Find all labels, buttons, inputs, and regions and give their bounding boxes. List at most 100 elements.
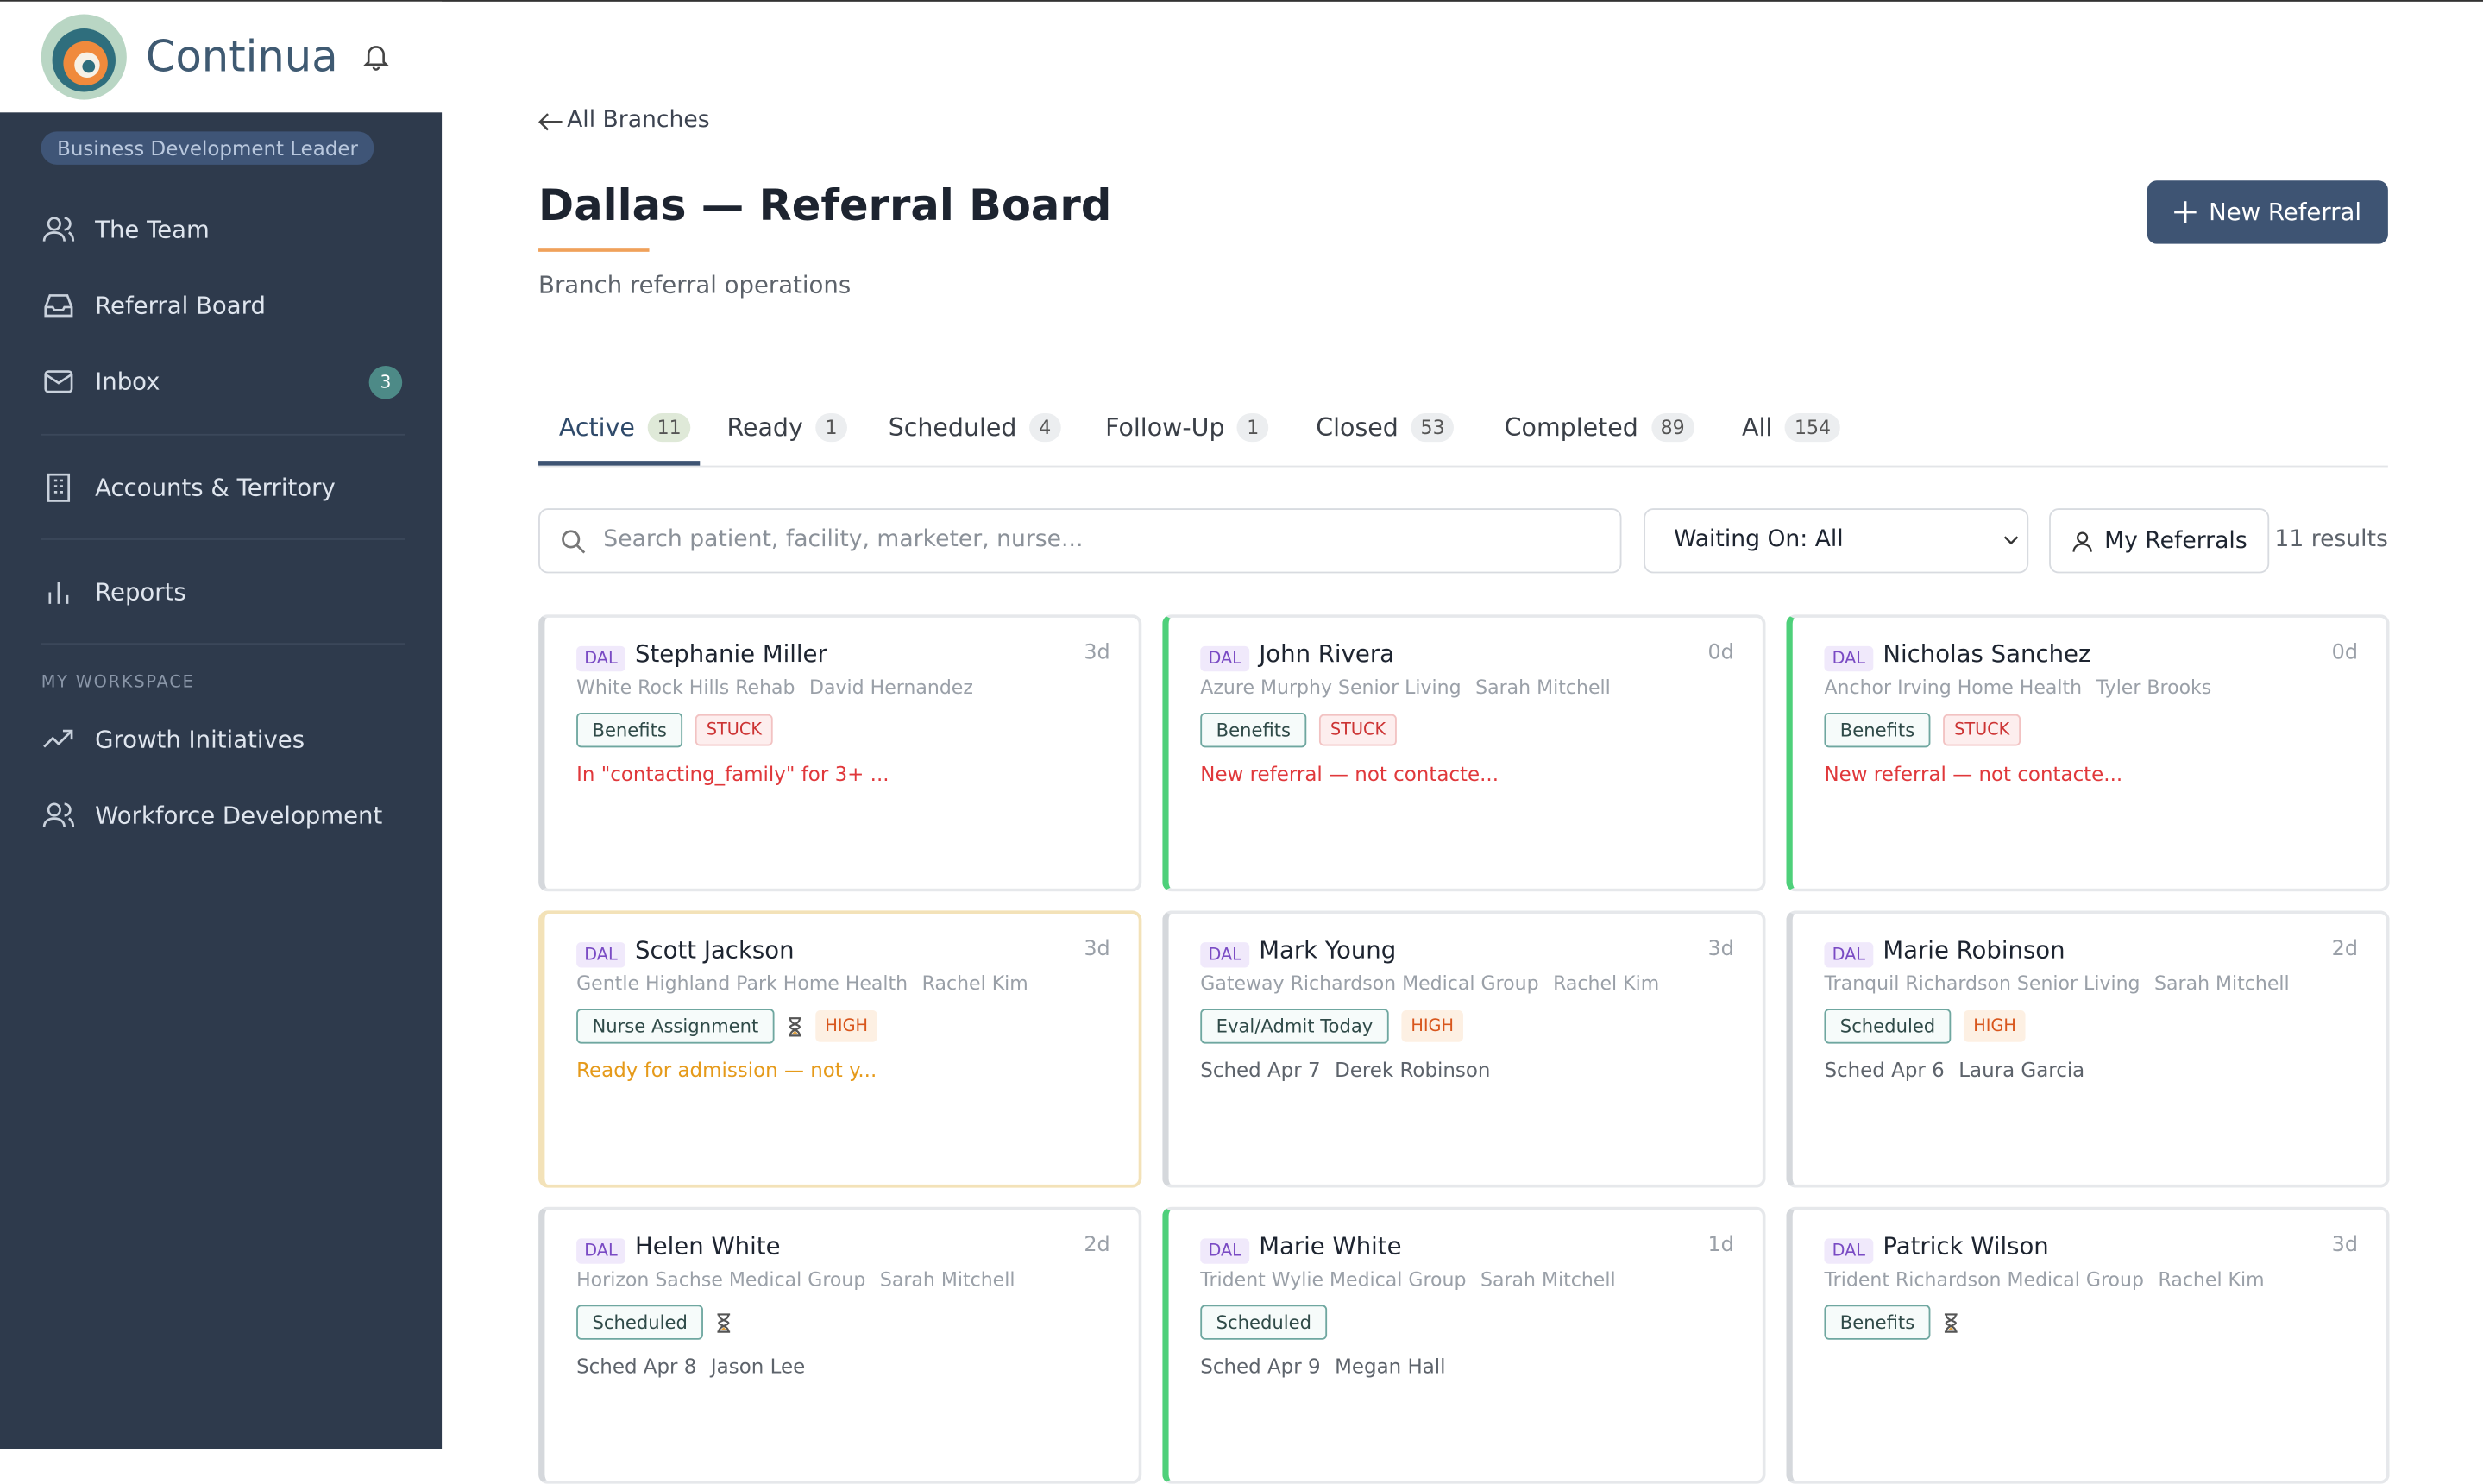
branch-code: DAL bbox=[1200, 942, 1250, 968]
nav-label: The Team bbox=[95, 215, 210, 244]
marketer: Rachel Kim bbox=[2158, 1268, 2265, 1291]
nav-icon bbox=[42, 802, 75, 827]
tab[interactable]: Active 11 bbox=[558, 413, 691, 443]
schedule-part: Megan Hall bbox=[1335, 1354, 1446, 1378]
nav-badge: 3 bbox=[368, 365, 403, 399]
patient-name: Scott Jackson bbox=[635, 935, 795, 965]
tab-label: Completed bbox=[1504, 413, 1638, 443]
tab-label: Active bbox=[558, 413, 635, 443]
back-link[interactable]: All Branches bbox=[567, 107, 710, 134]
nav-icon bbox=[43, 729, 73, 748]
hourglass-icon bbox=[789, 1016, 801, 1036]
facility: Tranquil Richardson Senior Living bbox=[1824, 972, 2140, 995]
tags: Scheduled HIGH bbox=[1824, 1009, 2026, 1044]
branch-code: DAL bbox=[1200, 645, 1250, 672]
tags: Benefits STUCK bbox=[1200, 712, 1397, 748]
referral-card[interactable]: DAL Mark Young 3d Gateway Richardson Medica… bbox=[1162, 910, 1766, 1188]
age: 1d bbox=[1707, 1233, 1734, 1258]
nav-item[interactable]: Accounts & Territory bbox=[41, 470, 402, 505]
tag: HIGH bbox=[1401, 1010, 1463, 1042]
referral-card[interactable]: DAL John Rivera 0d Azure Murphy Senior Livi… bbox=[1162, 614, 1766, 892]
referral-card[interactable]: DAL Scott Jackson 3d Gentle Highland Park H… bbox=[538, 910, 1142, 1188]
status-note: New referral — not contacte... bbox=[1200, 761, 1499, 786]
tab-count: 1 bbox=[1237, 413, 1269, 443]
button-label: New Referral bbox=[2209, 198, 2362, 227]
waiting-filter[interactable]: Waiting On: All bbox=[1644, 508, 2029, 574]
new-referral-button[interactable]: New Referral bbox=[2147, 180, 2388, 244]
schedule-part: Derek Robinson bbox=[1335, 1058, 1491, 1082]
age: 2d bbox=[1084, 1233, 1110, 1258]
branch-code: DAL bbox=[1200, 1238, 1250, 1264]
nav-item[interactable]: Referral Board bbox=[41, 288, 402, 323]
facility: Horizon Sachse Medical Group bbox=[576, 1268, 866, 1291]
nav-label: Inbox bbox=[95, 367, 160, 396]
marketer: Tyler Brooks bbox=[2096, 676, 2212, 699]
nav-label: Referral Board bbox=[95, 291, 266, 320]
age: 3d bbox=[1084, 937, 1110, 962]
marketer: Rachel Kim bbox=[1553, 972, 1660, 995]
tab-label: Follow-Up bbox=[1105, 413, 1225, 443]
nav-item[interactable]: Workforce Development bbox=[41, 798, 402, 833]
facility: Trident Wylie Medical Group bbox=[1200, 1268, 1467, 1291]
tab[interactable]: Ready 1 bbox=[726, 413, 847, 443]
tab-count: 4 bbox=[1029, 413, 1061, 443]
filter-label: Waiting On: All bbox=[1674, 527, 1844, 553]
patient-name: Mark Young bbox=[1259, 935, 1397, 965]
nav-item[interactable]: Inbox 3 bbox=[41, 364, 403, 399]
section-title: MY WORKSPACE bbox=[41, 673, 195, 693]
tags: Eval/Admit Today HIGH bbox=[1200, 1009, 1463, 1044]
tab-count: 154 bbox=[1784, 413, 1841, 443]
nav-icon bbox=[48, 582, 69, 604]
nav-item[interactable]: Reports bbox=[41, 575, 402, 609]
referral-card[interactable]: DAL Marie Robinson 2d Tranquil Richardson S… bbox=[1786, 910, 2390, 1188]
tags: Scheduled bbox=[1200, 1305, 1328, 1340]
tags: Scheduled bbox=[576, 1305, 732, 1340]
person-icon bbox=[2072, 531, 2092, 551]
status-note: New referral — not contacte... bbox=[1824, 761, 2123, 786]
nav-icon bbox=[44, 294, 73, 318]
my-referrals-button[interactable]: My Referrals bbox=[2049, 508, 2270, 574]
nav-label: Reports bbox=[95, 577, 186, 607]
referral-card[interactable]: DAL Helen White 2d Horizon Sachse Medical G… bbox=[538, 1206, 1142, 1484]
tags: Benefits bbox=[1824, 1305, 1958, 1340]
tab[interactable]: Closed 53 bbox=[1316, 413, 1455, 443]
tab-label: All bbox=[1742, 413, 1773, 443]
tag: HIGH bbox=[815, 1010, 878, 1042]
schedule: Sched Apr 8 Jason Lee bbox=[576, 1354, 805, 1378]
role-badge: Business Development Leader bbox=[41, 131, 374, 165]
branch-code: DAL bbox=[1824, 942, 1874, 968]
bell-icon[interactable] bbox=[361, 41, 391, 73]
patient-name: Marie Robinson bbox=[1883, 935, 2065, 965]
schedule-part: Sched Apr 7 bbox=[1200, 1058, 1321, 1082]
marketer: Sarah Mitchell bbox=[879, 1268, 1015, 1291]
tags: Benefits STUCK bbox=[576, 712, 773, 748]
schedule-part: Sched Apr 9 bbox=[1200, 1354, 1321, 1378]
marketer: Sarah Mitchell bbox=[1480, 1268, 1616, 1291]
tag: STUCK bbox=[1319, 714, 1397, 746]
referral-card[interactable]: DAL Marie White 1d Trident Wylie Medical Gr… bbox=[1162, 1206, 1766, 1484]
logo-icon bbox=[41, 14, 127, 100]
referral-card[interactable]: DAL Nicholas Sanchez 0d Anchor Irving Home … bbox=[1786, 614, 2390, 892]
nav-divider bbox=[41, 538, 405, 540]
tab[interactable]: Follow-Up 1 bbox=[1105, 413, 1269, 443]
schedule: Sched Apr 9 Megan Hall bbox=[1200, 1354, 1445, 1378]
tab[interactable]: Scheduled 4 bbox=[889, 413, 1061, 443]
tag: Nurse Assignment bbox=[576, 1009, 775, 1044]
patient-name: Stephanie Miller bbox=[635, 639, 827, 669]
tab[interactable]: Completed 89 bbox=[1504, 413, 1694, 443]
referral-card[interactable]: DAL Patrick Wilson 3d Trident Richardson Me… bbox=[1786, 1206, 2390, 1484]
marketer: Sarah Mitchell bbox=[1475, 676, 1611, 699]
facility-line: Anchor Irving Home Health Tyler Brooks bbox=[1824, 676, 2211, 699]
nav-item[interactable]: Growth Initiatives bbox=[41, 722, 402, 757]
tag: Scheduled bbox=[1824, 1009, 1952, 1044]
patient-name: Helen White bbox=[635, 1231, 781, 1261]
tab[interactable]: All 154 bbox=[1742, 413, 1841, 443]
referral-card[interactable]: DAL Stephanie Miller 3d White Rock Hills Re… bbox=[538, 614, 1142, 892]
brand: Continua bbox=[145, 33, 338, 83]
nav-icon bbox=[47, 473, 71, 502]
logo-bar: Continua bbox=[0, 1, 443, 113]
schedule-part: Sched Apr 6 bbox=[1824, 1058, 1945, 1082]
nav-item[interactable]: The Team bbox=[41, 212, 402, 247]
search-box[interactable]: Search patient, facility, marketer, nurs… bbox=[538, 508, 1622, 574]
